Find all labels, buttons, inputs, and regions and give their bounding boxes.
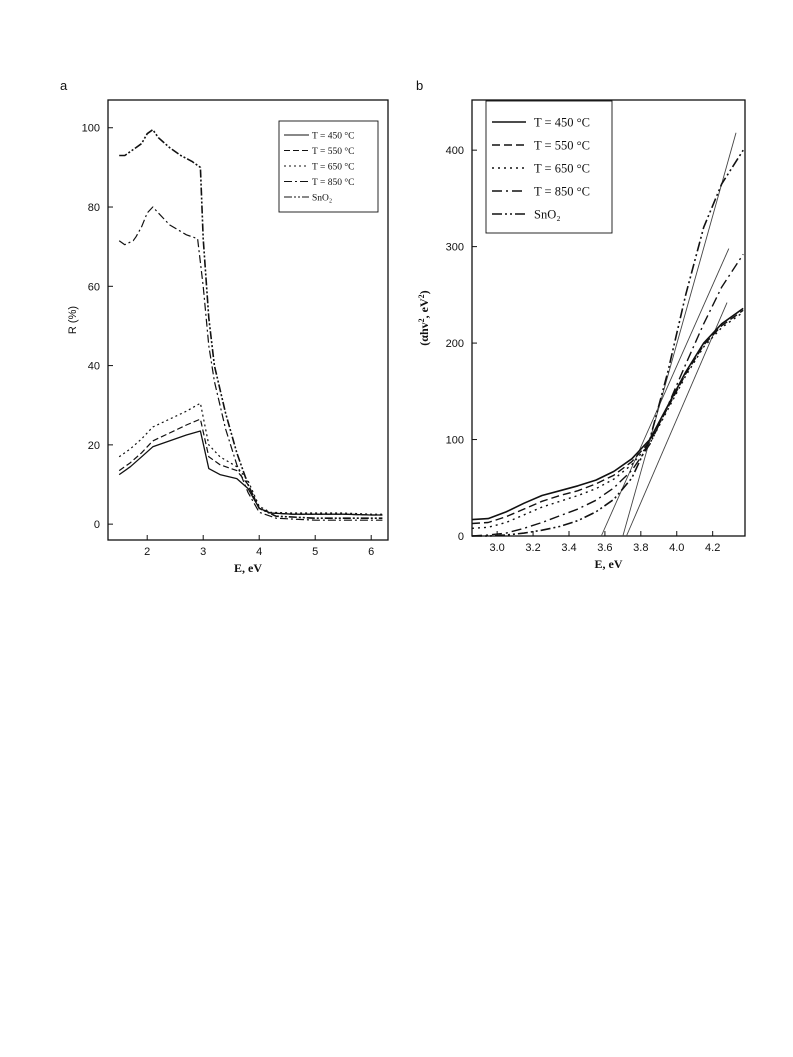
panel-b-y-axis-label-part: 2	[417, 294, 426, 298]
x-tick-label: 4.0	[669, 542, 684, 554]
x-tick-label: 3.2	[525, 542, 540, 554]
legend-label: T = 850 °C	[534, 185, 590, 199]
y-tick-label: 80	[88, 202, 100, 214]
series-line-3	[118, 402, 383, 515]
legend-label: T = 450 °C	[534, 116, 590, 130]
x-tick-label: 3	[200, 546, 206, 558]
panel-b-y-axis-label-part: , eV	[417, 298, 431, 318]
legend-label: T = 650 °C	[534, 162, 590, 176]
x-tick-label: 3.4	[561, 542, 576, 554]
series-line-3	[471, 311, 744, 529]
series-line-4	[471, 253, 744, 537]
y-tick-label: 400	[446, 145, 464, 157]
tangent-line-3	[626, 302, 728, 537]
series-line-5	[119, 128, 383, 520]
y-tick-label: 60	[88, 281, 100, 293]
y-tick-label: 100	[82, 123, 100, 135]
series-line-4	[118, 206, 383, 521]
legend-label: SnO₂	[312, 194, 332, 204]
panel-b-y-axis-label-part: (αhv	[417, 322, 431, 345]
panel-a-y-axis-label: R (%)	[67, 306, 79, 334]
series-line-1	[118, 430, 383, 516]
panel-a-plot-frame	[107, 99, 389, 541]
legend-label: T = 550 °C	[534, 139, 590, 153]
series-line-2	[471, 309, 744, 525]
panel-a-legend: T = 450 °C T = 550 °C T = 650 °C T = 850 °C…	[278, 120, 379, 213]
x-tick-label: 3.0	[489, 542, 504, 554]
x-tick-label: 3.8	[633, 542, 648, 554]
panel-b-y-axis-label-part: )	[417, 290, 431, 294]
y-tick-label: 0	[458, 531, 464, 543]
x-tick-label: 4	[256, 546, 262, 558]
panel-b-plot-frame	[471, 99, 746, 537]
tangent-line-1	[622, 132, 737, 537]
panel-b-series	[471, 149, 744, 537]
legend-label: T = 450 °C	[312, 131, 355, 142]
panel-a-series	[118, 128, 383, 521]
panel-b: b 3.0 3.2 3.4 3.6 3.8 4.0 4.2 0 100 200 300 400 E, …	[416, 78, 746, 571]
panel-b-y-axis-label: (αhv2, eV2)	[417, 290, 432, 345]
panel-b-ticks: 3.0 3.2 3.4 3.6 3.8 4.0 4.2 0 100 200 300 400	[446, 145, 721, 554]
x-tick-label: 6	[368, 546, 374, 558]
y-tick-label: 40	[88, 361, 100, 373]
y-tick-label: 100	[446, 435, 464, 447]
x-tick-label: 2	[144, 546, 150, 558]
series-line-1	[471, 307, 744, 521]
panel-b-x-axis-label: E, eV	[595, 557, 623, 571]
x-tick-label: 5	[312, 546, 318, 558]
series-line-5	[472, 149, 744, 537]
y-tick-label: 20	[88, 440, 100, 452]
panel-b-legend: T = 450 °C T = 550 °C T = 650 °C T = 850 °C…	[485, 100, 613, 234]
panel-b-y-axis-label-part: 2	[417, 318, 426, 322]
panel-a-x-axis-label: E, eV	[234, 561, 262, 575]
x-tick-label: 3.6	[597, 542, 612, 554]
tangent-line-2	[600, 248, 730, 537]
y-tick-label: 200	[446, 338, 464, 350]
legend-label: T = 550 °C	[312, 146, 355, 157]
y-tick-label: 300	[446, 242, 464, 254]
panel-b-letter: b	[416, 78, 423, 93]
panel-a-letter: a	[60, 78, 68, 93]
y-tick-label: 0	[94, 519, 100, 531]
legend-label: T = 850 °C	[312, 177, 355, 188]
legend-label: SnO₂	[534, 208, 561, 222]
legend-label: T = 650 °C	[312, 162, 355, 173]
x-tick-label: 4.2	[705, 542, 720, 554]
legend-box	[485, 100, 613, 234]
series-line-2	[118, 418, 383, 516]
